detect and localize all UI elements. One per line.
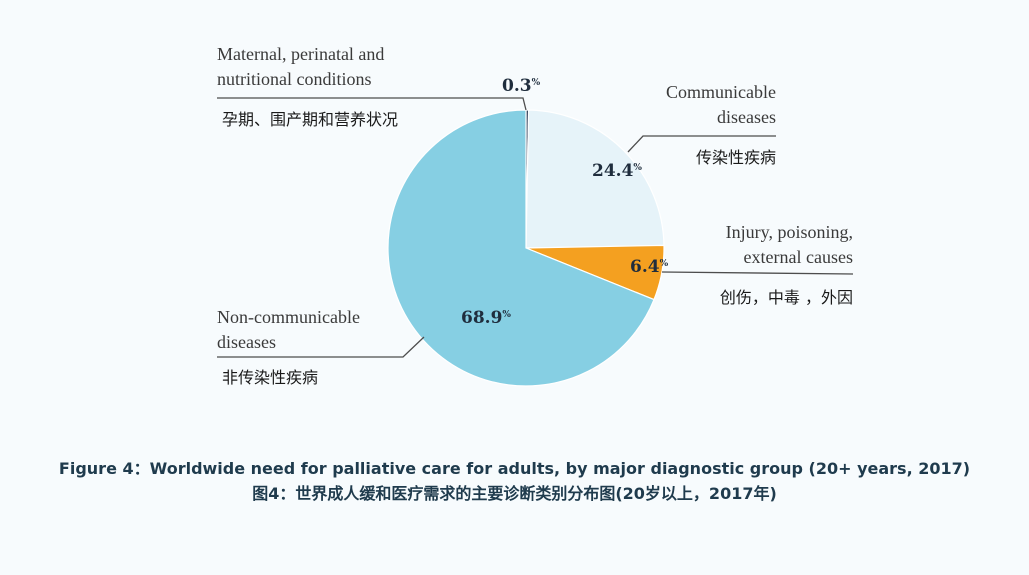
category-label-en-maternal: Maternal, perinatal and xyxy=(217,44,384,64)
figure-caption-chinese: 图4：世界成人缓和医疗需求的主要诊断类别分布图(20岁以上，2017年) xyxy=(252,484,777,503)
category-label-en-noncommunicable: Non-communicable xyxy=(217,307,360,327)
pie-slices xyxy=(387,109,665,387)
category-label-en-communicable: diseases xyxy=(717,107,776,127)
pie-chart: 0.3% 24.4% 6.4% 68.9% Maternal, perinatal a… xyxy=(217,44,854,387)
pct-label-injury: 6.4% xyxy=(630,257,669,277)
percentage-labels: 0.3% 24.4% 6.4% 68.9% xyxy=(461,76,669,328)
pct-label-noncommunicable: 68.9% xyxy=(461,308,511,328)
category-label-en-injury: external causes xyxy=(744,247,853,267)
pct-label-communicable: 24.4% xyxy=(592,161,642,181)
category-label-zh-noncommunicable: 非传染性疾病 xyxy=(222,368,318,387)
pct-label-maternal: 0.3% xyxy=(502,76,541,96)
leader-lines xyxy=(217,97,854,358)
leader-line-maternal xyxy=(217,97,527,111)
leader-line-communicable xyxy=(627,135,776,153)
category-label-en-communicable: Communicable xyxy=(666,82,776,102)
category-label-en-injury: Injury, poisoning, xyxy=(726,222,853,242)
leader-line-noncommunicable xyxy=(217,336,425,358)
figure-caption-english: Figure 4：Worldwide need for palliative c… xyxy=(58,459,971,478)
pie-slice-communicable xyxy=(525,109,665,249)
category-label-en-maternal: nutritional conditions xyxy=(217,69,372,89)
pie-slice-noncommunicable xyxy=(387,109,655,387)
category-label-zh-maternal: 孕期、围产期和营养状况 xyxy=(222,110,398,129)
category-label-zh-communicable: 传染性疾病 xyxy=(696,148,776,167)
category-labels: Maternal, perinatal and nutritional condi… xyxy=(217,44,853,387)
leader-line-injury xyxy=(661,271,854,275)
category-label-zh-injury: 创伤，中毒 ，外因 xyxy=(720,288,853,307)
category-label-en-noncommunicable: diseases xyxy=(217,332,276,352)
